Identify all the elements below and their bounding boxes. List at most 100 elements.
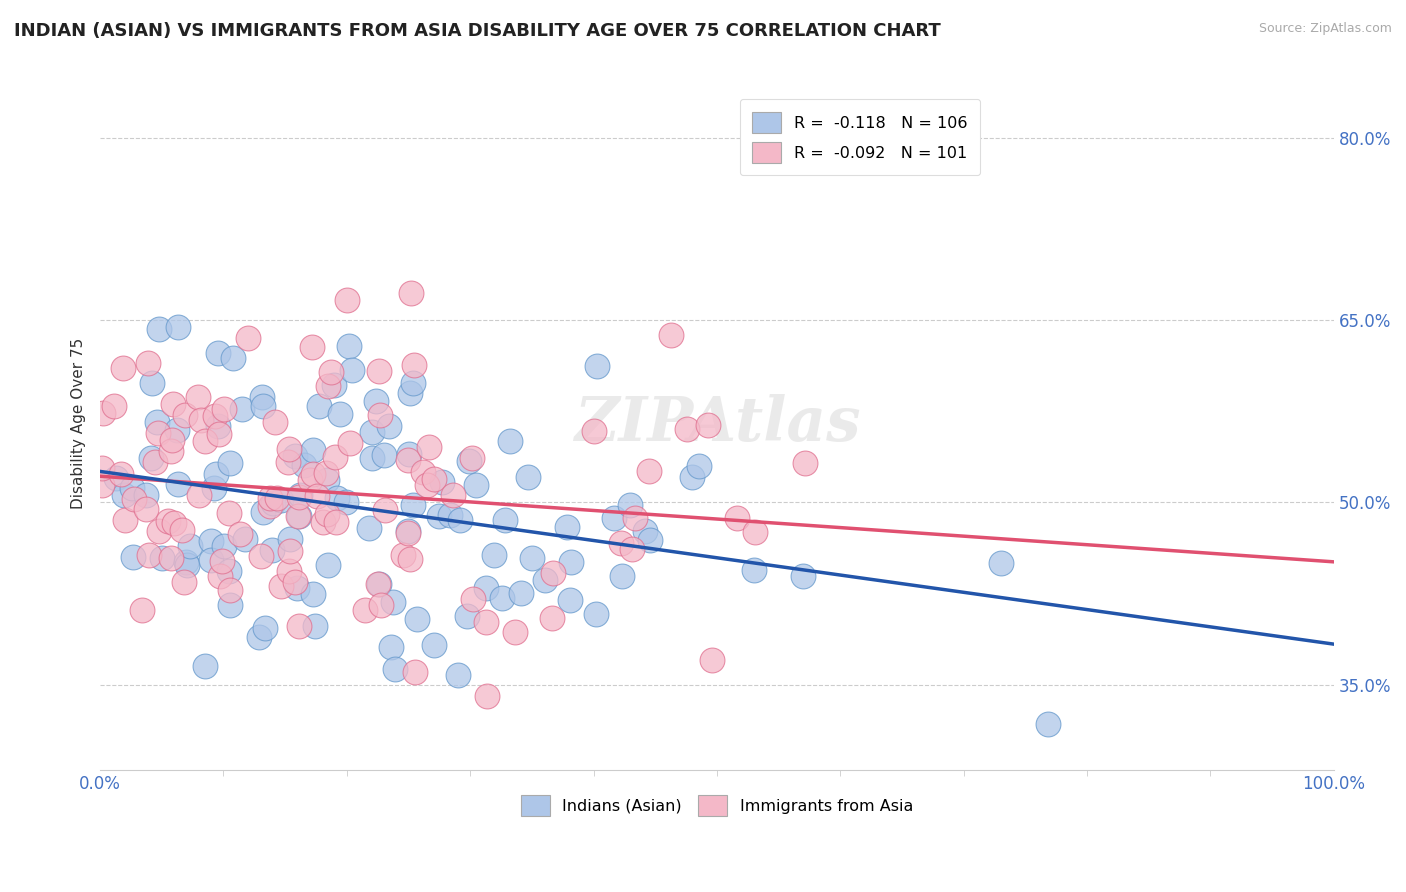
- Point: [204, 467, 226, 481]
- Point: [412, 466, 434, 480]
- Point: [259, 491, 281, 506]
- Point: [288, 508, 311, 523]
- Point: [135, 502, 157, 516]
- Point: [292, 458, 315, 472]
- Point: [475, 615, 498, 630]
- Point: [207, 346, 229, 360]
- Point: [364, 394, 387, 409]
- Point: [277, 455, 299, 469]
- Point: [194, 659, 217, 673]
- Point: [610, 536, 633, 550]
- Point: [288, 619, 311, 633]
- Point: [278, 565, 301, 579]
- Point: [121, 481, 143, 495]
- Y-axis label: Disability Age Over 75: Disability Age Over 75: [72, 338, 86, 509]
- Point: [167, 477, 190, 491]
- Point: [509, 586, 531, 600]
- Point: [676, 422, 699, 436]
- Point: [399, 285, 422, 300]
- Point: [305, 489, 328, 503]
- Point: [148, 426, 170, 441]
- Point: [367, 577, 389, 591]
- Point: [610, 569, 633, 583]
- Point: [447, 668, 470, 682]
- Point: [176, 555, 198, 569]
- Point: [103, 400, 125, 414]
- Point: [285, 581, 308, 595]
- Point: [212, 539, 235, 553]
- Point: [247, 630, 270, 644]
- Point: [131, 602, 153, 616]
- Point: [325, 516, 347, 530]
- Point: [264, 415, 287, 429]
- Point: [135, 488, 157, 502]
- Point: [398, 447, 420, 461]
- Point: [401, 376, 423, 390]
- Point: [461, 450, 484, 465]
- Point: [260, 543, 283, 558]
- Point: [522, 551, 544, 566]
- Point: [250, 390, 273, 404]
- Point: [316, 558, 339, 572]
- Point: [316, 508, 339, 522]
- Point: [475, 581, 498, 595]
- Point: [160, 434, 183, 448]
- Point: [252, 399, 274, 413]
- Point: [586, 359, 609, 374]
- Point: [90, 478, 112, 492]
- Point: [399, 385, 422, 400]
- Point: [620, 541, 643, 556]
- Point: [384, 663, 406, 677]
- Point: [91, 406, 114, 420]
- Point: [585, 607, 607, 621]
- Point: [541, 566, 564, 580]
- Point: [308, 399, 330, 413]
- Point: [418, 440, 440, 454]
- Point: [194, 434, 217, 449]
- Point: [401, 498, 423, 512]
- Point: [301, 340, 323, 354]
- Point: [638, 464, 661, 478]
- Point: [517, 470, 540, 484]
- Point: [325, 450, 347, 465]
- Point: [190, 413, 212, 427]
- Point: [416, 478, 439, 492]
- Point: [380, 640, 402, 655]
- Point: [173, 574, 195, 589]
- Point: [449, 513, 471, 527]
- Point: [288, 488, 311, 502]
- Point: [337, 339, 360, 353]
- Point: [312, 515, 335, 529]
- Point: [219, 456, 242, 470]
- Point: [360, 425, 382, 440]
- Point: [270, 579, 292, 593]
- Point: [187, 487, 209, 501]
- Point: [399, 552, 422, 566]
- Point: [792, 569, 814, 583]
- Point: [250, 549, 273, 563]
- Point: [229, 527, 252, 541]
- Point: [200, 534, 222, 549]
- Point: [187, 391, 209, 405]
- Point: [136, 356, 159, 370]
- Point: [697, 417, 720, 432]
- Point: [742, 563, 765, 577]
- Point: [90, 461, 112, 475]
- Point: [688, 458, 710, 473]
- Point: [270, 493, 292, 508]
- Point: [160, 444, 183, 458]
- Point: [219, 583, 242, 598]
- Point: [326, 491, 349, 505]
- Point: [143, 455, 166, 469]
- Point: [430, 475, 453, 489]
- Point: [423, 472, 446, 486]
- Point: [335, 495, 357, 509]
- Point: [367, 577, 389, 591]
- Point: [266, 491, 288, 505]
- Point: [404, 665, 426, 680]
- Point: [681, 470, 703, 484]
- Point: [252, 505, 274, 519]
- Point: [396, 453, 419, 467]
- Point: [624, 511, 647, 525]
- Point: [160, 551, 183, 566]
